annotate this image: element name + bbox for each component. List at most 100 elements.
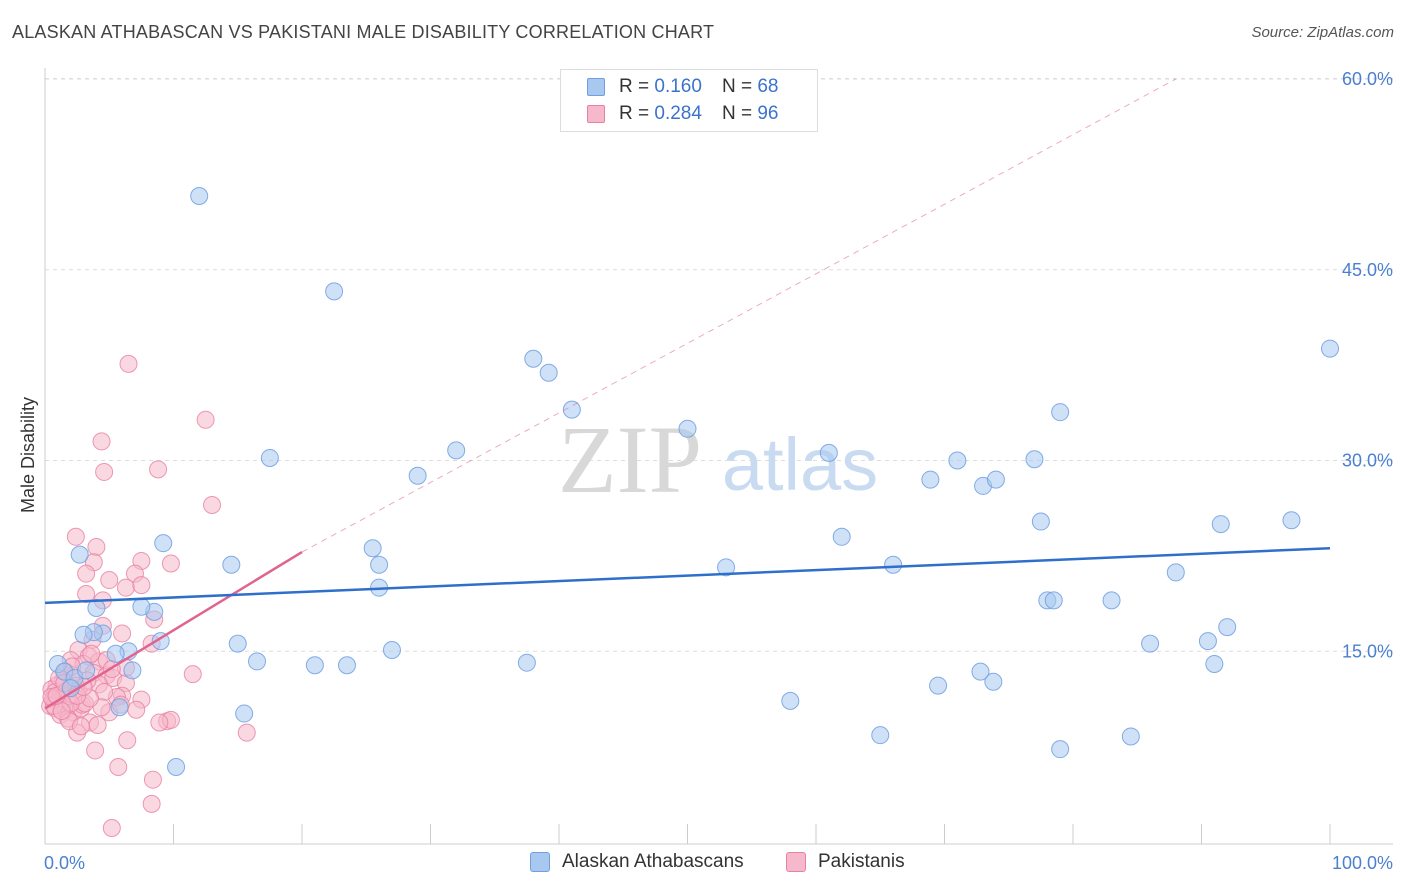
athabascan-point xyxy=(1102,591,1121,610)
athabascan-point xyxy=(77,661,96,680)
watermark-atlas: atlas xyxy=(722,423,878,506)
pakistani-point xyxy=(237,723,256,742)
legend-r-value: 0.284 xyxy=(654,103,702,124)
athabascan-point xyxy=(1025,450,1044,469)
bottom-legend-swatch-pink xyxy=(786,852,806,872)
athabascan-point xyxy=(1218,618,1237,637)
legend-row-athabascan: R = 0.160 N = 68 xyxy=(587,75,778,99)
athabascan-point xyxy=(110,698,129,717)
pakistani-point xyxy=(88,716,107,735)
pakistani-point xyxy=(95,462,114,481)
athabascan-point xyxy=(1321,339,1339,358)
pakistani-point xyxy=(132,576,151,595)
pakistani-point xyxy=(119,354,138,373)
pakistani-point xyxy=(127,700,146,719)
athabascan-point xyxy=(447,441,466,460)
athabascan-point xyxy=(132,597,151,616)
pakistani-point xyxy=(66,527,85,546)
pakistani-point xyxy=(77,564,96,583)
athabascan-point xyxy=(1051,740,1070,759)
pakistani-point xyxy=(142,794,161,813)
x-tick-label: 100.0% xyxy=(1332,853,1393,873)
y-tick-label: 45.0% xyxy=(1342,260,1393,280)
legend-row-pakistani: R = 0.284 N = 96 xyxy=(587,102,778,126)
pakistani-trend-line xyxy=(44,550,303,710)
athabascan-point xyxy=(562,400,581,419)
athabascan-point xyxy=(123,661,142,680)
pakistani-point xyxy=(52,702,71,721)
athabascan-point xyxy=(871,726,890,745)
y-tick-label: 60.0% xyxy=(1342,69,1393,89)
athabascan-point xyxy=(819,443,838,462)
athabascan-point xyxy=(781,691,800,710)
pakistani-point xyxy=(82,644,101,663)
athabascan-point xyxy=(370,555,389,574)
pakistani-point xyxy=(143,770,162,789)
athabascan-point xyxy=(1205,654,1224,673)
legend-n-value: 68 xyxy=(757,76,779,97)
legend-n-label: N = xyxy=(721,76,753,97)
athabascan-point xyxy=(70,545,89,564)
athabascan-point xyxy=(1282,511,1301,530)
pakistani-point xyxy=(161,554,180,573)
athabascan-point xyxy=(1198,632,1217,651)
trend-lines xyxy=(44,78,1331,710)
athabascan-point xyxy=(971,662,990,681)
athabascan-point xyxy=(167,757,186,776)
pakistani-point xyxy=(183,665,202,684)
athabascan-point xyxy=(678,419,697,438)
athabascan-point xyxy=(248,652,267,671)
athabascan-point xyxy=(228,634,247,653)
athabascan-point xyxy=(235,704,254,723)
athabascan-point xyxy=(1141,634,1160,653)
athabascan-trend-line xyxy=(44,546,1331,605)
watermark: ZIP atlas xyxy=(558,406,878,513)
athabascan-point xyxy=(363,539,382,558)
pakistani-point xyxy=(102,819,121,838)
pakistani-point xyxy=(196,410,215,429)
athabascan-point xyxy=(832,527,851,546)
pakistani-point xyxy=(109,757,128,776)
watermark-zip: ZIP xyxy=(558,406,702,513)
legend: R = 0.160 N = 68 R = 0.284 N = 96 xyxy=(560,69,818,132)
athabascan-point xyxy=(929,676,948,695)
bottom-legend-swatch-blue xyxy=(530,852,550,872)
legend-r-value: 0.160 xyxy=(654,76,702,97)
athabascan-point xyxy=(325,282,344,301)
bottom-legend-label: Alaskan Athabascans xyxy=(562,851,744,872)
bottom-legend: Alaskan Athabascans Pakistanis xyxy=(0,851,1406,877)
axes xyxy=(44,68,1393,845)
legend-r-label: R = xyxy=(619,103,650,124)
source-label: Source: ZipAtlas.com xyxy=(1251,24,1394,41)
y-tick-label: 30.0% xyxy=(1342,451,1393,471)
legend-swatch-blue xyxy=(587,78,605,96)
pakistani-point xyxy=(113,624,132,643)
athabascan-point xyxy=(106,644,125,663)
athabascan-point xyxy=(222,555,241,574)
athabascan-points xyxy=(48,186,1339,776)
pakistani-point xyxy=(149,460,168,479)
athabascan-point xyxy=(921,470,940,489)
pakistani-point xyxy=(150,713,169,732)
bottom-legend-athabascan: Alaskan Athabascans xyxy=(530,851,744,873)
athabascan-point xyxy=(517,653,536,672)
tick-labels: 15.0% 30.0% 45.0% 60.0% 0.0% 100.0% xyxy=(44,69,1393,873)
pakistani-point xyxy=(92,432,111,451)
athabascan-point xyxy=(524,349,543,368)
pakistani-point xyxy=(71,717,90,736)
athabascan-point xyxy=(408,466,427,485)
pakistani-point xyxy=(100,571,119,590)
pakistani-point xyxy=(86,741,105,760)
athabascan-point xyxy=(190,186,209,205)
legend-swatch-pink xyxy=(587,105,605,123)
athabascan-point xyxy=(717,558,736,577)
athabascan-point xyxy=(948,451,967,470)
legend-n-label: N = xyxy=(721,103,753,124)
chart-title: ALASKAN ATHABASCAN VS PAKISTANI MALE DIS… xyxy=(12,22,715,42)
athabascan-point xyxy=(1031,512,1050,531)
athabascan-point xyxy=(337,656,356,675)
athabascan-point xyxy=(74,625,93,644)
x-tick-label: 0.0% xyxy=(44,853,85,873)
pakistani-point xyxy=(203,496,222,515)
athabascan-point xyxy=(382,640,401,659)
